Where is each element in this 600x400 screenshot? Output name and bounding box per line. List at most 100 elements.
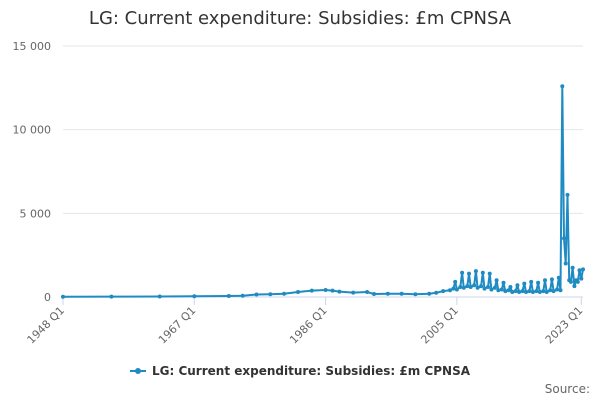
data-point[interactable] [560, 84, 565, 89]
x-tick-label: 2023 Q1 [543, 304, 586, 347]
data-point[interactable] [575, 279, 580, 284]
data-point[interactable] [467, 271, 471, 276]
data-point[interactable] [515, 283, 520, 288]
data-point[interactable] [565, 192, 570, 197]
data-point[interactable] [309, 288, 314, 293]
data-point[interactable] [385, 291, 390, 296]
data-point[interactable] [337, 289, 342, 294]
data-point[interactable] [548, 288, 553, 293]
data-point[interactable] [501, 280, 506, 285]
data-point[interactable] [109, 294, 114, 299]
data-point[interactable] [508, 285, 513, 289]
legend-label: LG: Current expenditure: Subsidies: £m C… [151, 364, 471, 378]
data-point[interactable] [472, 283, 477, 288]
data-point[interactable] [496, 288, 501, 293]
data-point[interactable] [413, 292, 418, 297]
data-point[interactable] [503, 289, 508, 294]
data-point[interactable] [479, 284, 484, 289]
data-point[interactable] [555, 287, 560, 292]
data-point[interactable] [534, 289, 539, 294]
data-point[interactable] [581, 267, 585, 272]
data-point[interactable] [465, 284, 470, 289]
data-point[interactable] [351, 290, 356, 295]
data-point[interactable] [570, 265, 575, 270]
data-point[interactable] [486, 285, 490, 289]
legend-swatch-icon [129, 365, 146, 377]
data-point[interactable] [454, 287, 459, 292]
y-tick-label: 5 000 [20, 207, 52, 220]
source-label: Source: [544, 382, 590, 396]
series-line[interactable] [62, 85, 584, 298]
data-point[interactable] [543, 278, 547, 283]
data-point[interactable] [323, 288, 328, 292]
data-point[interactable] [482, 286, 487, 291]
data-point[interactable] [517, 290, 522, 294]
data-point[interactable] [499, 287, 504, 292]
data-point[interactable] [157, 294, 162, 299]
data-point[interactable] [268, 292, 273, 297]
data-point[interactable] [563, 261, 568, 266]
data-point[interactable] [527, 289, 532, 294]
data-point[interactable] [544, 290, 549, 294]
data-point[interactable] [558, 288, 563, 293]
data-point[interactable] [61, 294, 65, 299]
data-point[interactable] [494, 278, 499, 283]
data-point[interactable] [572, 284, 577, 289]
data-point[interactable] [451, 286, 456, 291]
data-point[interactable] [468, 285, 473, 289]
legend: LG: Current expenditure: Subsidies: £m C… [0, 364, 600, 380]
data-point[interactable] [473, 269, 478, 274]
data-point[interactable] [399, 291, 404, 296]
data-point[interactable] [441, 289, 446, 294]
data-point[interactable] [254, 292, 259, 297]
data-point[interactable] [510, 290, 515, 294]
data-point[interactable] [556, 275, 561, 280]
x-tick-label: 1986 Q1 [287, 304, 330, 347]
data-point[interactable] [577, 268, 582, 273]
data-point[interactable] [282, 291, 287, 296]
data-point[interactable] [522, 281, 527, 286]
data-point[interactable] [520, 289, 525, 294]
data-point[interactable] [537, 290, 542, 294]
data-point[interactable] [330, 288, 335, 293]
data-point[interactable] [461, 285, 466, 290]
data-point[interactable] [541, 289, 546, 294]
data-point[interactable] [562, 236, 566, 241]
chart-title: LG: Current expenditure: Subsidies: £m C… [88, 8, 512, 29]
data-point[interactable] [549, 277, 554, 282]
data-point[interactable] [365, 290, 370, 294]
data-point[interactable] [551, 289, 556, 294]
data-point[interactable] [524, 290, 528, 294]
data-point[interactable] [226, 294, 231, 298]
data-point[interactable] [296, 290, 300, 294]
data-point[interactable] [568, 279, 573, 284]
legend-item[interactable]: LG: Current expenditure: Subsidies: £m C… [129, 364, 471, 378]
data-point[interactable] [372, 292, 376, 296]
y-axis: 0 5 000 10 000 15 000 [13, 40, 52, 304]
data-point[interactable] [458, 285, 463, 289]
data-point[interactable] [489, 287, 494, 292]
data-point[interactable] [530, 290, 535, 294]
data-point[interactable] [460, 270, 465, 275]
data-point[interactable] [240, 293, 245, 298]
data-point[interactable] [434, 290, 439, 295]
data-point[interactable] [536, 280, 541, 285]
data-point[interactable] [487, 271, 492, 276]
data-point[interactable] [448, 288, 452, 293]
data-point[interactable] [480, 270, 485, 275]
gridlines [63, 45, 583, 298]
x-tick-label: 1948 Q1 [25, 304, 68, 347]
x-tick-label: 1967 Q1 [156, 304, 199, 347]
data-point[interactable] [427, 291, 432, 296]
data-point[interactable] [513, 289, 518, 294]
series-layer[interactable] [61, 84, 585, 299]
y-tick-label: 15 000 [13, 40, 52, 53]
data-point[interactable] [529, 279, 534, 284]
data-point[interactable] [453, 279, 458, 284]
data-point[interactable] [506, 288, 511, 293]
data-point[interactable] [579, 276, 584, 281]
data-point[interactable] [492, 285, 497, 290]
data-point[interactable] [192, 294, 197, 299]
data-point[interactable] [475, 285, 480, 290]
